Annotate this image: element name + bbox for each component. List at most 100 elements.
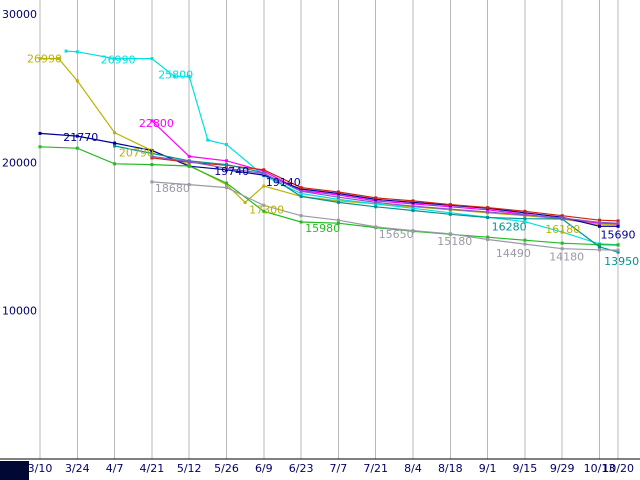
axis-corner-block — [0, 461, 29, 480]
series-marker-purple — [486, 210, 490, 214]
series-marker-khaki — [38, 57, 42, 61]
series-marker-cyan — [150, 57, 154, 61]
series-marker-gray — [150, 180, 154, 184]
series-marker-cyan — [560, 230, 564, 234]
series-marker-red — [448, 203, 452, 207]
series-marker-gray — [411, 229, 415, 233]
x-tick-label: 7/7 — [330, 462, 348, 475]
x-tick-label: 9/29 — [550, 462, 575, 475]
price-label: 19140 — [266, 176, 301, 189]
x-tick-label: 5/12 — [177, 462, 202, 475]
series-marker-teal — [150, 151, 154, 155]
series-marker-green — [560, 241, 564, 245]
series-marker-purple — [187, 160, 191, 164]
series-marker-cyan — [299, 192, 303, 195]
series-marker-green — [523, 238, 527, 242]
series-marker-khaki — [113, 131, 117, 135]
series-marker-teal — [598, 245, 601, 249]
x-tick-label: 4/21 — [140, 462, 165, 475]
x-tick-label: 6/9 — [255, 462, 273, 475]
series-marker-teal — [225, 163, 228, 167]
series-marker-green — [486, 235, 490, 239]
series-marker-gray — [448, 232, 452, 236]
series-marker-navy — [113, 141, 117, 145]
x-tick-label: 7/21 — [363, 462, 388, 475]
y-tick-label: 20000 — [2, 156, 37, 169]
series-marker-teal — [523, 217, 527, 221]
x-tick-label: 9/1 — [479, 462, 497, 475]
series-marker-purple — [374, 200, 378, 204]
price-label: 14180 — [549, 251, 584, 264]
series-marker-green — [299, 220, 303, 224]
series-marker-cyan — [523, 220, 527, 224]
series-marker-teal — [486, 216, 490, 219]
series-marker-purple — [150, 154, 154, 158]
series-marker-teal — [411, 209, 415, 212]
price-label: 15650 — [379, 228, 414, 241]
series-marker-red — [598, 218, 601, 222]
series-marker-green — [113, 162, 117, 166]
series-marker-cyan — [172, 74, 176, 78]
price-label: 25800 — [158, 68, 193, 81]
series-marker-red — [411, 199, 415, 203]
series-marker-purple — [598, 220, 601, 224]
series-line-gray — [151, 181, 619, 251]
series-marker-teal — [616, 250, 620, 254]
series-marker-red — [560, 214, 564, 218]
series-marker-red — [486, 206, 490, 210]
series-marker-green — [336, 221, 340, 225]
series-marker-khaki — [57, 57, 61, 61]
series-marker-gray — [225, 186, 228, 190]
series-marker-magenta — [187, 154, 191, 158]
x-tick-label: 3/10 — [28, 462, 53, 475]
series-marker-cyan — [187, 74, 191, 78]
series-marker-red — [374, 196, 378, 200]
price-label: 18680 — [155, 182, 190, 195]
price-label: 26990 — [27, 53, 62, 66]
series-marker-navy — [616, 224, 620, 228]
x-tick-label: 10/20 — [602, 462, 634, 475]
series-marker-purple — [448, 207, 452, 211]
x-tick-label: 6/23 — [289, 462, 314, 475]
series-marker-navy — [598, 224, 601, 228]
series-marker-purple — [411, 204, 415, 208]
series-marker-red — [262, 168, 266, 172]
y-tick-label: 10000 — [2, 305, 37, 318]
series-marker-gray — [486, 238, 490, 241]
series-marker-green — [225, 181, 228, 185]
series-marker-purple — [299, 189, 303, 193]
x-tick-label: 5/26 — [214, 462, 239, 475]
series-marker-green — [598, 243, 601, 247]
series-marker-green — [38, 145, 42, 149]
series-marker-red — [523, 209, 527, 213]
series-marker-cyan — [64, 49, 68, 53]
series-marker-green — [75, 146, 79, 150]
price-label: 22800 — [139, 117, 174, 130]
series-marker-red — [616, 219, 620, 223]
series-marker-khaki — [75, 79, 79, 83]
price-label: 21770 — [63, 131, 98, 144]
series-marker-green — [187, 164, 191, 168]
series-marker-gray — [187, 183, 191, 187]
series-marker-gray — [598, 248, 601, 252]
series-marker-teal — [374, 205, 378, 209]
series-marker-gray — [374, 225, 378, 229]
price-label: 19740 — [214, 165, 249, 178]
series-marker-navy — [38, 131, 42, 135]
series-marker-red — [336, 190, 340, 194]
price-label: 15690 — [601, 228, 636, 241]
price-label: 15980 — [305, 222, 340, 235]
x-tick-label: 10/13 — [584, 462, 616, 475]
price-label: 16180 — [545, 223, 580, 236]
price-label: 17300 — [249, 203, 284, 216]
series-marker-cyan — [113, 57, 117, 61]
series-marker-teal — [336, 200, 340, 204]
series-marker-teal — [299, 194, 303, 198]
price-label: 13950 — [604, 255, 639, 268]
series-marker-magenta — [150, 119, 154, 123]
series-marker-green — [616, 243, 620, 247]
series-marker-cyan — [411, 206, 415, 210]
series-marker-purple — [336, 195, 340, 199]
